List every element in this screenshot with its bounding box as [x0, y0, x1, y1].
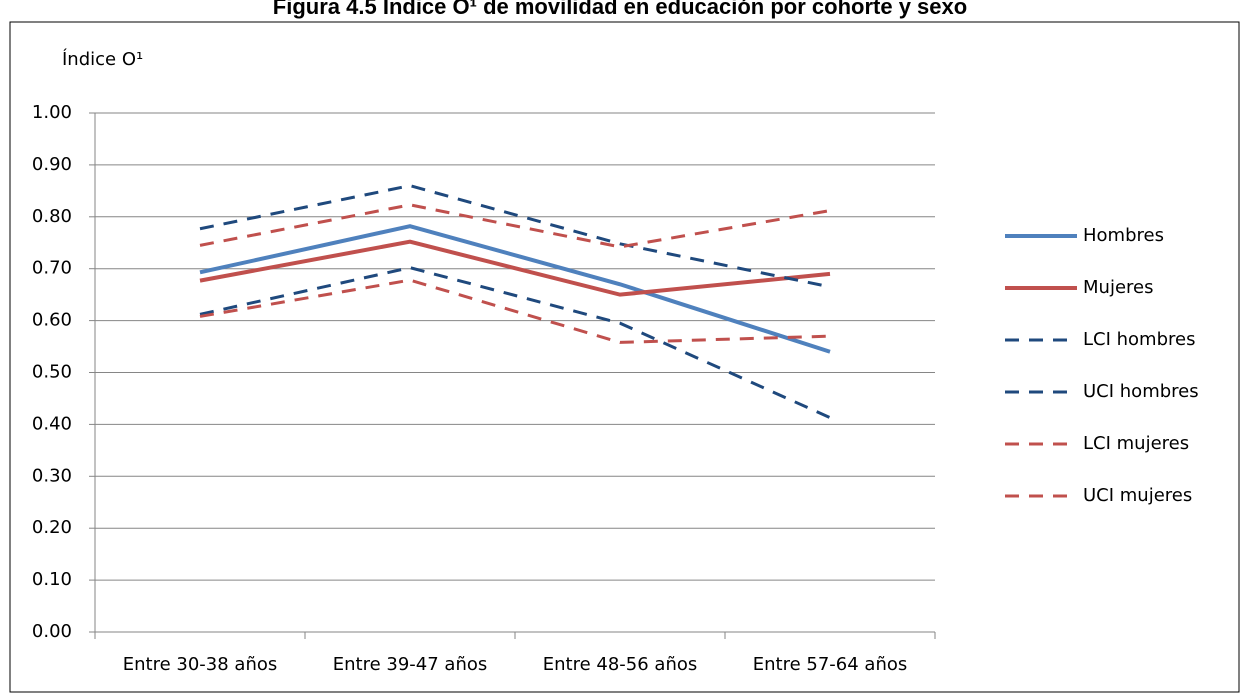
y-tick-label: 0.40	[32, 413, 72, 434]
legend-label: LCI mujeres	[1083, 433, 1189, 454]
x-tick-label: Entre 48-56 años	[543, 654, 698, 675]
y-tick-label: 0.50	[32, 362, 72, 383]
y-tick-label: 1.00	[32, 102, 72, 123]
legend-label: Hombres	[1083, 225, 1164, 246]
y-tick-label: 0.60	[32, 310, 72, 331]
series-line	[199, 239, 831, 297]
series-line	[199, 224, 831, 354]
series-line	[199, 184, 831, 289]
y-tick-label: 0.30	[32, 465, 72, 486]
series-line	[199, 278, 831, 344]
x-tick-label: Entre 39-47 años	[333, 654, 488, 675]
y-tick-label: 0.80	[32, 206, 72, 227]
legend-label: LCI hombres	[1083, 329, 1195, 350]
y-tick-label: 0.90	[32, 154, 72, 175]
x-tick-label: Entre 30-38 años	[123, 654, 278, 675]
x-tick-label: Entre 57-64 años	[753, 654, 908, 675]
legend-label: UCI hombres	[1083, 381, 1199, 402]
series-line	[199, 266, 831, 420]
y-tick-label: 0.10	[32, 569, 72, 590]
series-line	[199, 203, 831, 249]
chart-frame	[9, 21, 1240, 693]
chart-title: Figura 4.5 Índice O¹ de movilidad en edu…	[273, 0, 967, 19]
legend-label: UCI mujeres	[1083, 485, 1192, 506]
y-tick-label: 0.00	[32, 621, 72, 642]
y-tick-label: 0.70	[32, 258, 72, 279]
legend-label: Mujeres	[1083, 277, 1153, 298]
y-axis-label: Índice O¹	[62, 48, 143, 70]
y-tick-label: 0.20	[32, 517, 72, 538]
